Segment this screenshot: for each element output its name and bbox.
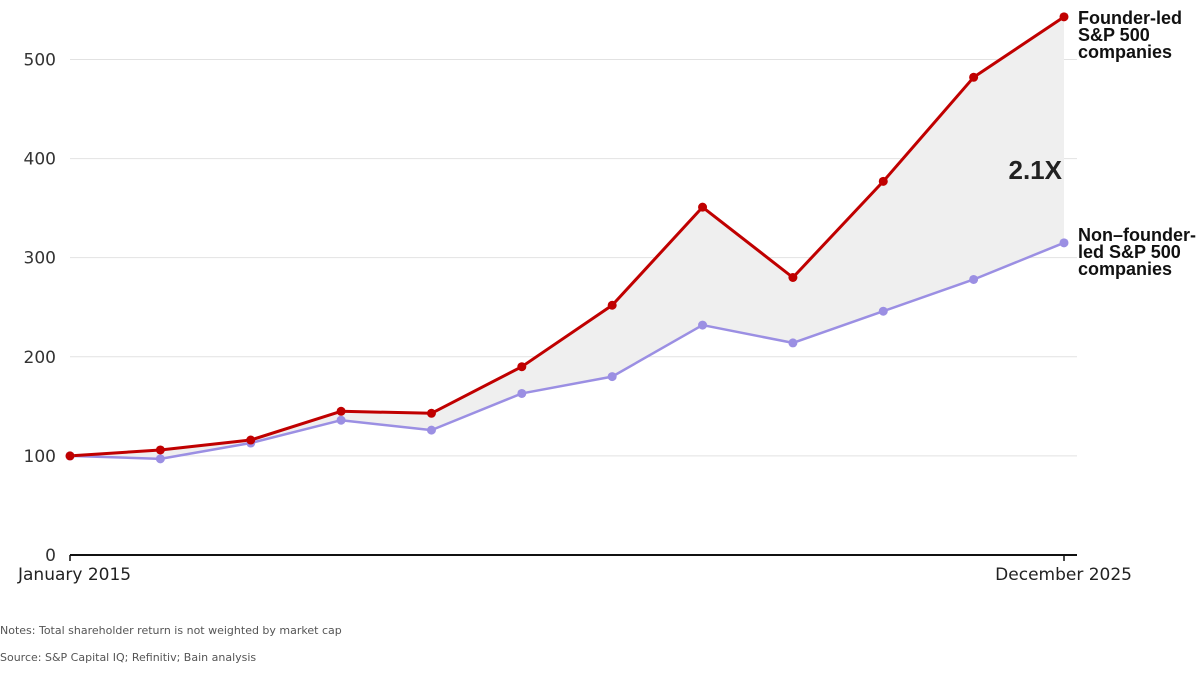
- series-label-1: Non–founder-: [1078, 225, 1196, 245]
- y-tick-label: 300: [24, 249, 56, 269]
- source-text: Source: S&P Capital IQ; Refinitiv; Bain …: [0, 651, 257, 664]
- multiplier-annotation: 2.1X: [1009, 155, 1063, 185]
- data-point-1-10: [969, 274, 979, 284]
- series-label-0: S&P 500: [1078, 25, 1150, 45]
- data-point-1-5: [517, 388, 527, 398]
- data-point-0-2: [246, 435, 256, 445]
- y-tick-label: 400: [24, 150, 56, 170]
- data-point-0-8: [788, 273, 798, 282]
- data-point-0-10: [969, 72, 979, 82]
- series-label-1: led S&P 500: [1078, 242, 1181, 262]
- data-point-0-0: [65, 451, 75, 461]
- data-point-0-11: [1059, 12, 1069, 22]
- series-line-1: [69, 241, 1065, 461]
- data-point-1-6: [607, 372, 617, 382]
- data-point-0-7: [698, 202, 708, 212]
- series-label-0: companies: [1078, 42, 1172, 62]
- y-tick-label: 0: [45, 546, 56, 566]
- y-tick-label: 200: [24, 348, 56, 368]
- data-point-1-9: [878, 306, 888, 316]
- data-point-0-3: [336, 406, 346, 416]
- x-tick-label-start: January 2015: [17, 565, 131, 585]
- x-tick-label-end: December 2025: [995, 565, 1132, 585]
- series-lines: [69, 15, 1065, 461]
- data-point-1-11: [1059, 238, 1069, 248]
- y-tick-label: 100: [24, 447, 56, 467]
- x-axis: [69, 554, 1077, 561]
- series-label-1: companies: [1078, 259, 1172, 279]
- data-point-0-6: [607, 300, 617, 310]
- data-point-0-1: [155, 445, 165, 455]
- series-label-0: Founder-led: [1078, 8, 1182, 28]
- data-point-1-3: [336, 415, 346, 425]
- gap-area: [70, 16, 1064, 459]
- series-line-0: [69, 15, 1065, 458]
- chart-labels: 0 100 200 300 400 500 January 2015 December 202…: [17, 8, 1196, 585]
- data-point-0-9: [878, 176, 888, 186]
- data-point-1-7: [698, 320, 708, 330]
- data-point-0-5: [517, 362, 527, 372]
- data-point-1-8: [788, 338, 798, 348]
- data-point-1-4: [426, 425, 436, 435]
- data-point-1-1: [155, 454, 165, 464]
- series-points: [65, 12, 1069, 464]
- data-point-0-4: [426, 408, 436, 418]
- notes-text: Notes: Total shareholder return is not w…: [0, 624, 342, 637]
- y-tick-label: 500: [24, 50, 56, 70]
